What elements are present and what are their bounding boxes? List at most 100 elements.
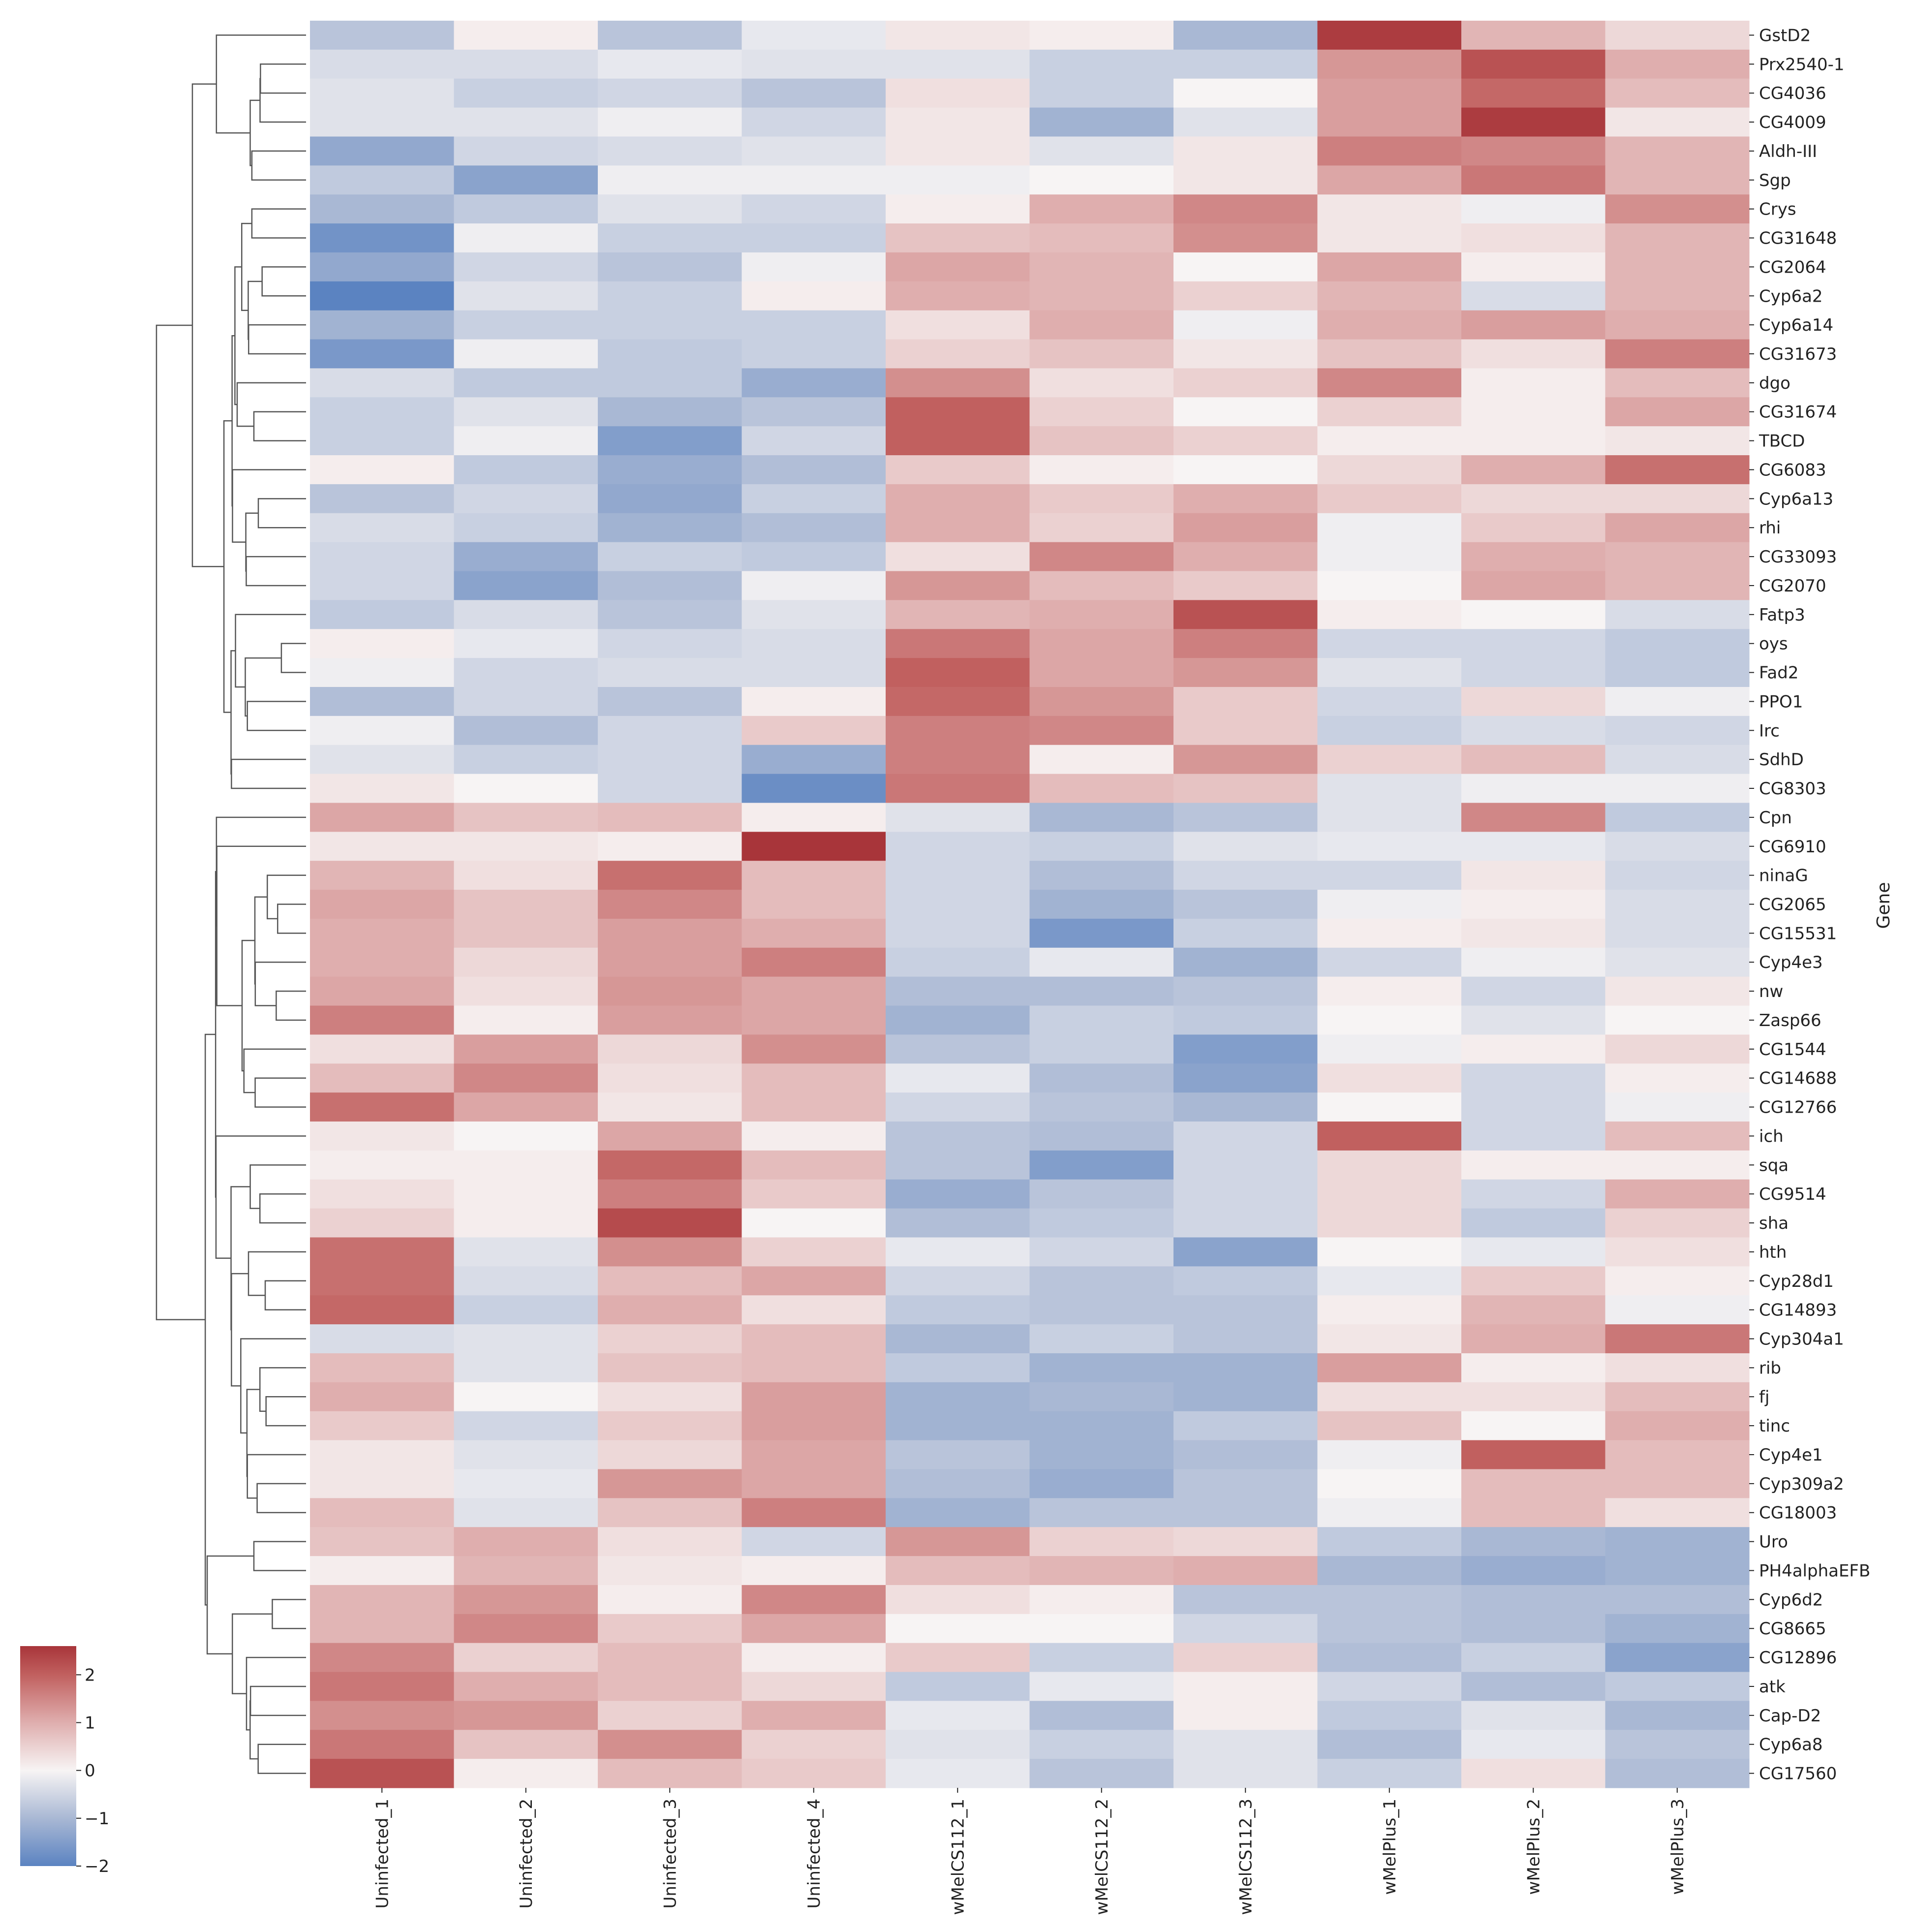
heatmap-cell	[886, 136, 1030, 166]
heatmap-cell	[454, 1382, 598, 1412]
heatmap-cell	[1029, 1150, 1174, 1180]
heatmap-cell	[454, 484, 598, 514]
heatmap-cell	[1029, 1440, 1174, 1470]
dendrogram-link	[247, 1454, 306, 1499]
heatmap-cell	[1605, 1759, 1750, 1788]
heatmap-cell	[1317, 571, 1462, 600]
heatmap-cell	[1317, 976, 1462, 1006]
heatmap-cell	[1029, 1614, 1174, 1644]
heatmap-cell	[310, 1382, 455, 1412]
heatmap-cell	[1605, 1122, 1750, 1151]
heatmap-cell	[886, 1643, 1030, 1673]
heatmap-cell	[886, 947, 1030, 977]
heatmap-cell	[1029, 165, 1174, 195]
heatmap-cell	[1173, 1295, 1318, 1325]
dendrogram-link	[259, 78, 306, 123]
heatmap-cell	[886, 1005, 1030, 1035]
heatmap-cell	[598, 832, 742, 861]
heatmap-cell	[1461, 1527, 1606, 1557]
heatmap-cell	[1173, 1382, 1318, 1412]
heatmap-cell	[741, 21, 886, 50]
dendrogram-link	[204, 1033, 216, 1606]
heatmap-cell	[1605, 1469, 1750, 1498]
heatmap-cell	[598, 49, 742, 79]
heatmap-cell	[1173, 368, 1318, 398]
heatmap-cell	[310, 832, 455, 861]
heatmap-cell	[454, 1440, 598, 1470]
heatmap-cell	[1461, 600, 1606, 629]
heatmap-cell	[1173, 339, 1318, 369]
heatmap-cell	[1173, 890, 1318, 919]
dendrogram-link	[253, 1541, 306, 1571]
heatmap-cell	[1605, 281, 1750, 311]
heatmap-cell	[598, 1237, 742, 1267]
heatmap-cell	[1029, 774, 1174, 804]
heatmap-cell	[598, 976, 742, 1006]
heatmap-cell	[598, 1730, 742, 1759]
heatmap-cell	[310, 1614, 455, 1644]
heatmap-cell	[1461, 1440, 1606, 1470]
heatmap-cell	[1029, 832, 1174, 861]
heatmap-cell	[310, 1411, 455, 1441]
dendrogram-link	[155, 324, 206, 1320]
row-label: CG2064	[1759, 257, 1826, 277]
heatmap-cell	[886, 1266, 1030, 1296]
row-label: Zasp66	[1759, 1011, 1821, 1030]
heatmap-cell	[310, 774, 455, 804]
heatmap-cell	[1173, 1469, 1318, 1498]
dendrogram-link	[264, 1280, 306, 1310]
dendrogram-link	[216, 845, 306, 1006]
heatmap-cell	[741, 1643, 886, 1673]
heatmap-cell	[1605, 686, 1750, 717]
heatmap-cell	[310, 484, 455, 514]
row-label: atk	[1759, 1677, 1786, 1697]
heatmap-cell	[310, 1440, 455, 1470]
heatmap-cell	[1173, 1701, 1318, 1730]
heatmap-cell	[741, 1440, 886, 1470]
heatmap-cell	[1605, 78, 1750, 108]
heatmap-cell	[454, 49, 598, 79]
heatmap-cell	[598, 1295, 742, 1325]
heatmap-cell	[1029, 252, 1174, 282]
row-label: ich	[1759, 1126, 1784, 1146]
heatmap-cell	[1461, 455, 1606, 485]
heatmap-cell	[1605, 1498, 1750, 1527]
heatmap-cell	[1317, 1498, 1462, 1527]
heatmap-cell	[1461, 1701, 1606, 1730]
heatmap-cell	[1461, 1179, 1606, 1209]
heatmap-cell	[598, 1556, 742, 1586]
heatmap-cell	[1029, 716, 1174, 746]
heatmap-cell	[886, 194, 1030, 224]
row-label: Cyp6a8	[1759, 1735, 1823, 1755]
heatmap-cell	[598, 1122, 742, 1151]
heatmap-cell	[1029, 1411, 1174, 1441]
heatmap-cell	[1461, 947, 1606, 977]
heatmap-cell	[886, 339, 1030, 369]
heatmap-cell	[454, 136, 598, 166]
heatmap-cell	[1461, 281, 1606, 311]
row-label: CG6083	[1759, 460, 1826, 480]
heatmap-cell	[741, 571, 886, 600]
heatmap-cell	[1317, 947, 1462, 977]
heatmap-cell	[1605, 1411, 1750, 1441]
heatmap-cell	[1029, 1527, 1174, 1557]
heatmap-cell	[1173, 1324, 1318, 1354]
row-label: Cyp6a14	[1759, 315, 1833, 335]
heatmap-cell	[1029, 1382, 1174, 1412]
heatmap-cell	[1317, 686, 1462, 717]
heatmap-cell	[1605, 947, 1750, 977]
heatmap-cell	[1173, 1179, 1318, 1209]
heatmap-cell	[454, 1643, 598, 1673]
heatmap-cell	[886, 774, 1030, 804]
column-labels: Uninfected_1 Uninfected_2 Uninfected_3 Unin…	[372, 1788, 1688, 1915]
heatmap-cell	[1029, 1498, 1174, 1527]
heatmap-cell	[310, 1034, 455, 1064]
heatmap-cell	[310, 513, 455, 543]
heatmap-cell	[310, 310, 455, 340]
column-label: wMelCS112_2	[1092, 1799, 1112, 1915]
row-label: fj	[1759, 1387, 1769, 1407]
heatmap-cell	[1029, 426, 1174, 456]
heatmap-cell	[1461, 21, 1606, 50]
heatmap-cell	[1605, 426, 1750, 456]
heatmap-cell	[310, 890, 455, 919]
